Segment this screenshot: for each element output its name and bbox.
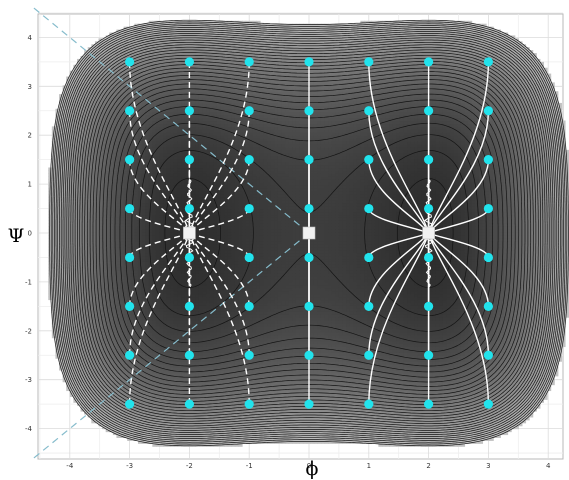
- initial-point: [484, 204, 493, 213]
- y-tick-label: 1: [28, 181, 32, 189]
- initial-point: [364, 400, 373, 409]
- initial-point: [304, 155, 313, 164]
- initial-point: [364, 106, 373, 115]
- initial-point: [304, 106, 313, 115]
- initial-point: [424, 106, 433, 115]
- x-tick-label: -1: [246, 462, 253, 470]
- initial-point: [364, 57, 373, 66]
- initial-point: [484, 253, 493, 262]
- initial-point: [245, 106, 254, 115]
- y-tick-label: -2: [25, 327, 32, 335]
- y-tick-label: -3: [25, 376, 32, 384]
- x-tick-label: 4: [546, 462, 551, 470]
- initial-point: [125, 253, 134, 262]
- initial-point: [484, 351, 493, 360]
- initial-point: [484, 155, 493, 164]
- x-tick-label: 1: [367, 462, 371, 470]
- initial-point: [484, 400, 493, 409]
- initial-point: [185, 106, 194, 115]
- initial-point: [245, 351, 254, 360]
- x-tick-label: -2: [186, 462, 193, 470]
- y-tick-label: 2: [28, 132, 32, 140]
- initial-point: [245, 204, 254, 213]
- initial-point: [125, 204, 134, 213]
- initial-point: [125, 400, 134, 409]
- attractor-marker: [183, 227, 195, 239]
- x-tick-label: 3: [486, 462, 490, 470]
- x-axis-label: ϕ: [306, 458, 319, 480]
- initial-point: [245, 253, 254, 262]
- y-tick-label: -1: [25, 278, 32, 286]
- y-axis-label: Ψ: [8, 225, 25, 247]
- initial-point: [185, 302, 194, 311]
- x-tick-label: -3: [126, 462, 133, 470]
- initial-point: [304, 302, 313, 311]
- initial-point: [185, 351, 194, 360]
- initial-point: [185, 253, 194, 262]
- initial-point: [125, 57, 134, 66]
- attractor-marker: [423, 227, 435, 239]
- initial-point: [364, 302, 373, 311]
- y-tick-label: 4: [28, 34, 33, 42]
- initial-point: [185, 204, 194, 213]
- initial-point: [304, 57, 313, 66]
- initial-point: [424, 57, 433, 66]
- initial-point: [424, 155, 433, 164]
- initial-point: [364, 204, 373, 213]
- initial-point: [304, 400, 313, 409]
- initial-point: [304, 351, 313, 360]
- initial-point: [245, 57, 254, 66]
- initial-point: [125, 351, 134, 360]
- initial-point: [364, 351, 373, 360]
- initial-point: [424, 204, 433, 213]
- initial-point: [364, 155, 373, 164]
- initial-point: [245, 302, 254, 311]
- initial-point: [304, 204, 313, 213]
- initial-point: [484, 106, 493, 115]
- initial-point: [424, 302, 433, 311]
- initial-point: [125, 106, 134, 115]
- y-tick-label: 3: [28, 83, 32, 91]
- attractor-marker: [303, 227, 315, 239]
- initial-point: [424, 400, 433, 409]
- initial-point: [484, 57, 493, 66]
- initial-point: [125, 302, 134, 311]
- initial-point: [185, 155, 194, 164]
- initial-point: [364, 253, 373, 262]
- initial-point: [424, 253, 433, 262]
- initial-point: [484, 302, 493, 311]
- initial-point: [424, 351, 433, 360]
- initial-point: [125, 155, 134, 164]
- y-tick-label: -4: [25, 425, 33, 433]
- x-tick-label: -4: [66, 462, 74, 470]
- initial-point: [245, 155, 254, 164]
- initial-point: [185, 400, 194, 409]
- initial-point: [245, 400, 254, 409]
- x-tick-label: 2: [426, 462, 430, 470]
- initial-point: [185, 57, 194, 66]
- y-tick-label: 0: [28, 230, 32, 238]
- initial-point: [304, 253, 313, 262]
